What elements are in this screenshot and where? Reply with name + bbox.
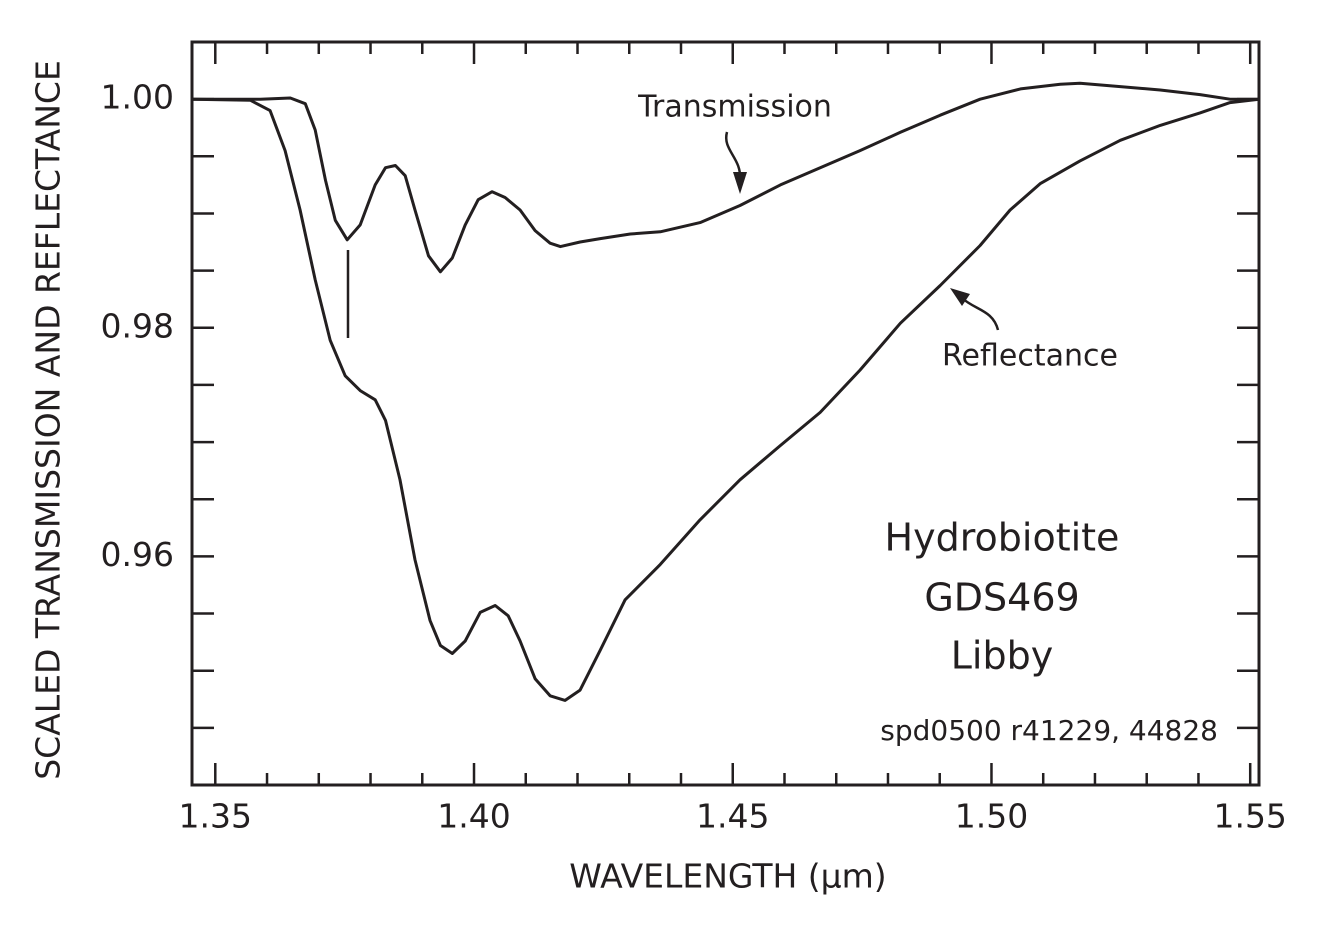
- series-label: Transmission: [637, 90, 832, 125]
- series-line: [192, 97, 1260, 702]
- y-tick-label: 0.98: [101, 306, 174, 345]
- x-tick-label: 1.45: [696, 797, 769, 836]
- annotation: spd0500 r41229, 44828: [880, 714, 1218, 747]
- arrowhead: [733, 172, 747, 194]
- annotation: GDS469: [924, 576, 1079, 620]
- x-tick-label: 1.40: [437, 797, 510, 836]
- plot-frame: [190, 40, 1261, 787]
- annotation: Libby: [951, 634, 1053, 678]
- series-line: [192, 81, 1259, 274]
- x-tick-label: 1.35: [179, 797, 252, 836]
- x-tick-label: 1.55: [1213, 797, 1286, 836]
- y-tick-label: 1.00: [101, 78, 174, 117]
- y-tick-label: 0.96: [101, 535, 174, 574]
- arrowhead: [950, 288, 970, 306]
- annotation: Hydrobiotite: [885, 516, 1120, 560]
- x-tick-label: 1.50: [955, 797, 1028, 836]
- x-axis-label: WAVELENGTH (μm): [569, 857, 886, 896]
- series-label: Reflectance: [942, 339, 1118, 374]
- arrow: [961, 297, 1000, 331]
- y-axis-label: SCALED TRANSMISSION AND REFLECTANCE: [29, 60, 68, 780]
